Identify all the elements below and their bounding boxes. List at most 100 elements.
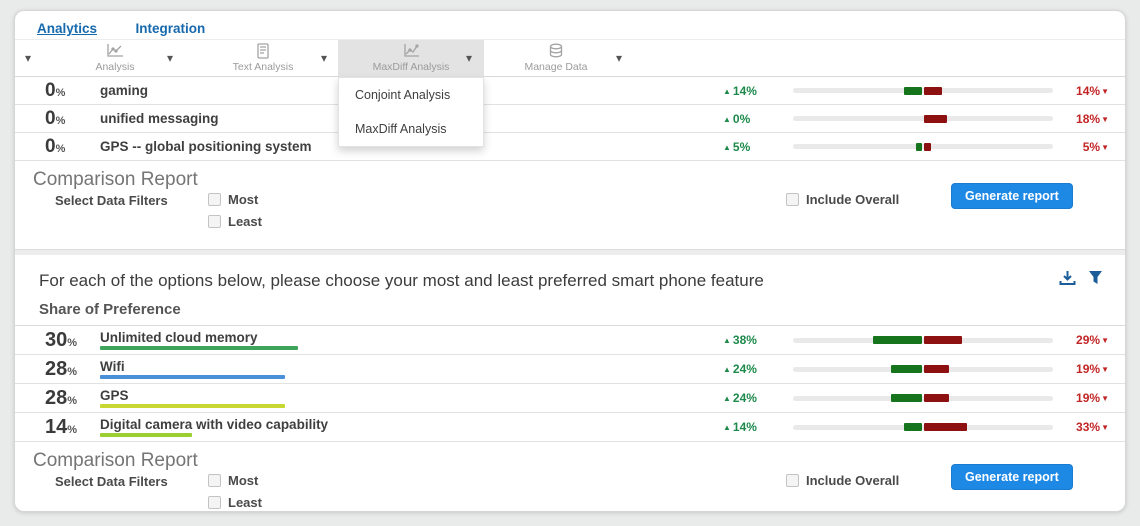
bar-green-segment [915, 142, 922, 151]
preference-underline [100, 375, 285, 379]
preference-underline [100, 433, 193, 437]
menu-item-maxdiff-analysis[interactable]: MaxDiff Analysis [355, 122, 447, 136]
table-row: 28% GPS ▲ 24% 19%▼ [15, 384, 1125, 413]
bar-red-segment [924, 394, 949, 402]
row-label: gaming [100, 83, 149, 98]
toolbar-dropdown-caret[interactable]: ▾ [25, 51, 32, 65]
checkbox-box[interactable] [208, 193, 221, 206]
down-arrow-icon: ▼ [1101, 365, 1109, 374]
bar-green-segment [903, 86, 922, 95]
row-label: Unlimited cloud memory [100, 330, 258, 345]
line-chart-icon [67, 43, 163, 60]
most-checkbox[interactable]: Most [208, 192, 258, 207]
bar-red-segment [924, 142, 931, 151]
bar-red-segment [924, 336, 962, 344]
diverging-bar [793, 336, 1053, 344]
tab-bar: Analytics Integration [15, 11, 1125, 39]
down-stat[interactable]: 5%▼ [1082, 139, 1109, 154]
diverging-bar [793, 86, 1053, 95]
row-label: Wifi [100, 359, 125, 374]
row-label: Digital camera with video capability [100, 417, 329, 432]
up-stat: ▲ 38% [723, 333, 757, 347]
down-stat[interactable]: 18%▼ [1076, 111, 1109, 126]
toolbar-item-label: Analysis [95, 61, 135, 73]
row-value: 0% [45, 107, 66, 129]
down-arrow-icon: ▼ [1101, 86, 1109, 96]
share-of-preference-list: 30% Unlimited cloud memory ▲ 38% 29%▼ 28%… [15, 326, 1125, 442]
down-stat[interactable]: 29%▼ [1076, 333, 1109, 347]
tab-integration[interactable]: Integration [135, 21, 206, 36]
row-value: 28% [45, 386, 78, 409]
select-data-filters-label: Select Data Filters [55, 193, 168, 208]
up-stat: ▲ 14% [723, 83, 757, 98]
manage-data-caret[interactable]: ▾ [616, 51, 623, 65]
toolbar-item-manage-data[interactable]: Manage Data [506, 40, 606, 77]
bar-red-segment [924, 365, 949, 373]
bar-green-segment [872, 336, 922, 344]
checkbox-box[interactable] [786, 474, 799, 487]
row-label: GPS [100, 388, 129, 403]
top-results-list: 0% gaming ▲ 14% 14%▼ 0% unified messaging… [15, 77, 1125, 161]
section-title: Comparison Report [33, 169, 198, 190]
table-row: 30% Unlimited cloud memory ▲ 38% 29%▼ [15, 326, 1125, 355]
toolbar-item-analysis[interactable]: Analysis [67, 40, 163, 77]
text-analysis-caret[interactable]: ▾ [321, 51, 328, 65]
checkbox-box[interactable] [208, 215, 221, 228]
row-label-wrap: Digital camera with video capability [97, 417, 723, 437]
diverging-bar [793, 142, 1053, 151]
up-arrow-icon: ▲ [723, 336, 731, 345]
least-checkbox[interactable]: Least [208, 495, 262, 510]
up-stat: ▲ 14% [723, 420, 757, 434]
down-stat[interactable]: 19%▼ [1076, 391, 1109, 405]
toolbar-item-label: Text Analysis [232, 61, 294, 73]
bar-green-segment [890, 394, 922, 402]
row-value: 30% [45, 328, 78, 351]
download-icon[interactable] [1059, 270, 1076, 291]
down-arrow-icon: ▼ [1101, 394, 1109, 403]
bar-red-segment [924, 114, 948, 123]
maxdiff-dropdown-menu: Conjoint Analysis MaxDiff Analysis [338, 77, 484, 147]
checkbox-box[interactable] [786, 193, 799, 206]
maxdiff-caret[interactable]: ▾ [466, 51, 473, 65]
checkbox-box[interactable] [208, 474, 221, 487]
most-checkbox[interactable]: Most [208, 473, 258, 488]
up-arrow-icon: ▲ [723, 86, 731, 96]
diverging-bar [793, 114, 1053, 123]
up-arrow-icon: ▲ [723, 114, 731, 124]
bar-green-segment [903, 423, 922, 431]
row-label-wrap: Wifi [97, 359, 723, 379]
analysis-toolbar: ▾ Analysis ▾ Text Analysis ▾ MaxDiff Ana… [15, 39, 1125, 77]
include-overall-checkbox[interactable]: Include Overall [786, 473, 899, 488]
up-stat: ▲ 24% [723, 391, 757, 405]
section-title: Comparison Report [33, 450, 198, 471]
filter-icon[interactable] [1088, 270, 1103, 291]
down-arrow-icon: ▼ [1101, 114, 1109, 124]
diverging-bar [793, 423, 1053, 431]
toolbar-item-maxdiff-analysis[interactable]: MaxDiff Analysis ▾ [338, 40, 484, 77]
share-of-preference-title: Share of Preference [15, 297, 1125, 326]
diverging-bar [793, 365, 1053, 373]
generate-report-button[interactable]: Generate report [951, 464, 1073, 490]
checkbox-box[interactable] [208, 496, 221, 509]
document-icon [213, 43, 313, 60]
row-label-wrap: Unlimited cloud memory [97, 330, 723, 350]
tab-analytics[interactable]: Analytics [37, 21, 98, 36]
down-arrow-icon: ▼ [1101, 336, 1109, 345]
preference-underline [100, 346, 298, 350]
down-stat[interactable]: 33%▼ [1076, 420, 1109, 434]
least-checkbox[interactable]: Least [208, 214, 262, 229]
menu-item-conjoint-analysis[interactable]: Conjoint Analysis [355, 88, 451, 102]
table-row: 14% Digital camera with video capability… [15, 413, 1125, 442]
table-row: 28% Wifi ▲ 24% 19%▼ [15, 355, 1125, 384]
down-stat[interactable]: 14%▼ [1076, 83, 1109, 98]
toolbar-item-text-analysis[interactable]: Text Analysis [213, 40, 313, 77]
down-stat[interactable]: 19%▼ [1076, 362, 1109, 376]
analysis-caret[interactable]: ▾ [167, 51, 174, 65]
up-stat: ▲ 0% [723, 111, 751, 126]
question-header: For each of the options below, please ch… [15, 255, 1125, 297]
include-overall-checkbox[interactable]: Include Overall [786, 192, 899, 207]
generate-report-button[interactable]: Generate report [951, 183, 1073, 209]
section-divider [15, 249, 1125, 255]
row-value: 0% [45, 135, 66, 157]
bar-red-segment [924, 423, 967, 431]
